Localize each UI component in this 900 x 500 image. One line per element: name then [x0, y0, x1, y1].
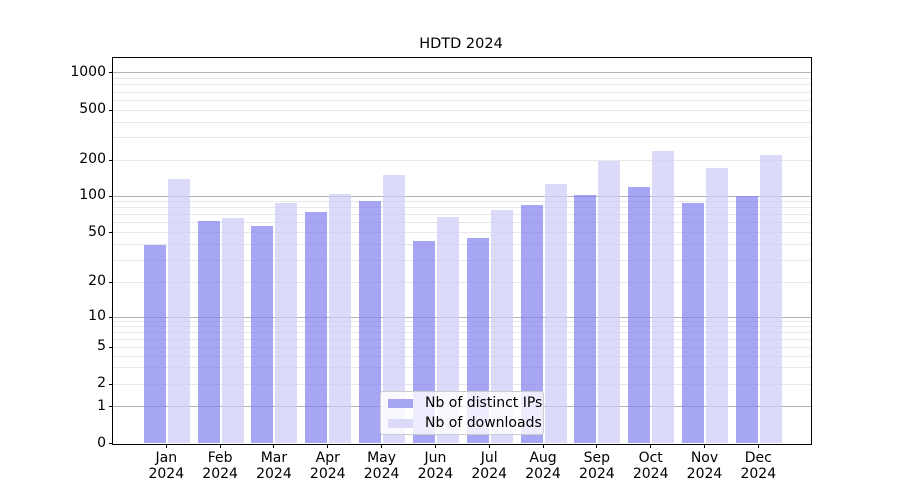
bar-nb-of-downloads-jan-2024	[167, 178, 190, 444]
x-tick-label: Nov 2024	[686, 450, 723, 482]
x-tick-label: Sep 2024	[579, 450, 615, 482]
gridline-minor	[113, 121, 811, 123]
gridline-minor	[113, 222, 811, 224]
gridline-minor	[113, 109, 811, 111]
y-tick-label: 20	[88, 273, 106, 289]
gridline-minor	[113, 367, 811, 369]
x-tick-label: Dec 2024	[740, 450, 777, 482]
gridline-minor	[113, 244, 811, 246]
gridline-minor	[113, 326, 811, 328]
y-tick-label: 200	[79, 151, 106, 167]
y-tick-label: 100	[79, 187, 106, 203]
gridline-minor	[113, 159, 811, 161]
bar-nb-of-downloads-aug-2024	[544, 184, 567, 444]
y-tick-label: 1000	[70, 63, 106, 80]
bar-nb-of-downloads-sep-2024	[598, 161, 621, 444]
x-tick-label: Feb 2024	[202, 450, 238, 482]
gridline-minor	[113, 214, 811, 216]
x-tick-label: May 2024	[363, 450, 400, 482]
gridline-minor	[113, 281, 811, 283]
y-tick-label: 5	[97, 338, 106, 354]
bar-nb-of-distinct-ips-apr-2024	[305, 211, 328, 444]
bar-nb-of-downloads-dec-2024	[759, 154, 782, 444]
x-tick-label: Jul 2024	[471, 450, 508, 482]
gridline-minor	[113, 355, 811, 357]
bar-nb-of-distinct-ips-aug-2024	[520, 205, 543, 444]
bar-nb-of-distinct-ips-may-2024	[359, 200, 382, 444]
bar-nb-of-downloads-nov-2024	[706, 168, 728, 444]
bar-nb-of-distinct-ips-jan-2024	[143, 244, 166, 444]
gridline-minor	[113, 259, 811, 261]
bar-nb-of-downloads-apr-2024	[329, 194, 352, 444]
bar-nb-of-distinct-ips-dec-2024	[735, 196, 758, 444]
x-tick-label: Apr 2024	[309, 450, 346, 482]
gridline-minor	[113, 91, 811, 93]
gridline-major	[113, 316, 811, 318]
y-tick-label: 500	[79, 101, 106, 117]
chart-title: HDTD 2024	[419, 36, 503, 52]
legend-swatch-downloads-icon	[388, 418, 413, 428]
gridline-minor	[113, 321, 811, 323]
y-tick-label: 2	[97, 375, 106, 392]
x-tick-label: Jun 2024	[417, 450, 454, 482]
bar-nb-of-distinct-ips-feb-2024	[197, 221, 220, 444]
bar-nb-of-downloads-feb-2024	[221, 217, 244, 444]
gridline-minor	[113, 232, 811, 234]
bar-nb-of-distinct-ips-nov-2024	[682, 203, 704, 444]
legend-swatch-distinct-ips-icon	[388, 398, 413, 408]
x-tick-label: Mar 2024	[256, 450, 292, 482]
gridline-minor	[113, 383, 811, 385]
x-tick-label: Oct 2024	[632, 450, 669, 482]
bar-nb-of-distinct-ips-mar-2024	[251, 225, 274, 444]
gridline-minor	[113, 201, 811, 203]
gridline-major	[113, 72, 811, 74]
y-tick-label: 50	[88, 223, 106, 240]
legend-label-downloads: Nb of downloads	[425, 414, 542, 431]
bar-nb-of-downloads-mar-2024	[275, 203, 298, 444]
bars-layer	[113, 58, 811, 444]
legend: Nb of distinct IPs Nb of downloads	[380, 391, 544, 435]
bar-nb-of-downloads-jun-2024	[436, 217, 459, 444]
gridline-minor	[113, 84, 811, 86]
gridline-minor	[113, 207, 811, 209]
legend-item-distinct-ips: Nb of distinct IPs	[388, 393, 543, 413]
bar-nb-of-distinct-ips-sep-2024	[574, 194, 597, 444]
legend-label-distinct-ips: Nb of distinct IPs	[425, 394, 543, 411]
gridline-minor	[113, 137, 811, 139]
x-tick-label: Jan 2024	[148, 450, 185, 482]
bar-nb-of-downloads-jul-2024	[490, 209, 513, 444]
gridline-minor	[113, 338, 811, 340]
x-tick-label: Aug 2024	[525, 450, 561, 482]
gridline-minor	[113, 331, 811, 333]
gridline-minor	[113, 346, 811, 348]
bar-nb-of-distinct-ips-oct-2024	[628, 187, 651, 444]
y-tick-label: 0	[97, 434, 106, 451]
gridline-major	[113, 195, 811, 197]
bar-nb-of-downloads-oct-2024	[652, 151, 675, 444]
y-tick-label: 1	[97, 397, 106, 414]
grid-layer	[113, 58, 811, 444]
y-tick-label: 10	[88, 308, 106, 325]
gridline-minor	[113, 78, 811, 80]
gridline-minor	[113, 99, 811, 101]
legend-item-downloads: Nb of downloads	[388, 413, 543, 433]
plot-area	[112, 57, 812, 445]
bar-nb-of-downloads-may-2024	[383, 174, 406, 444]
